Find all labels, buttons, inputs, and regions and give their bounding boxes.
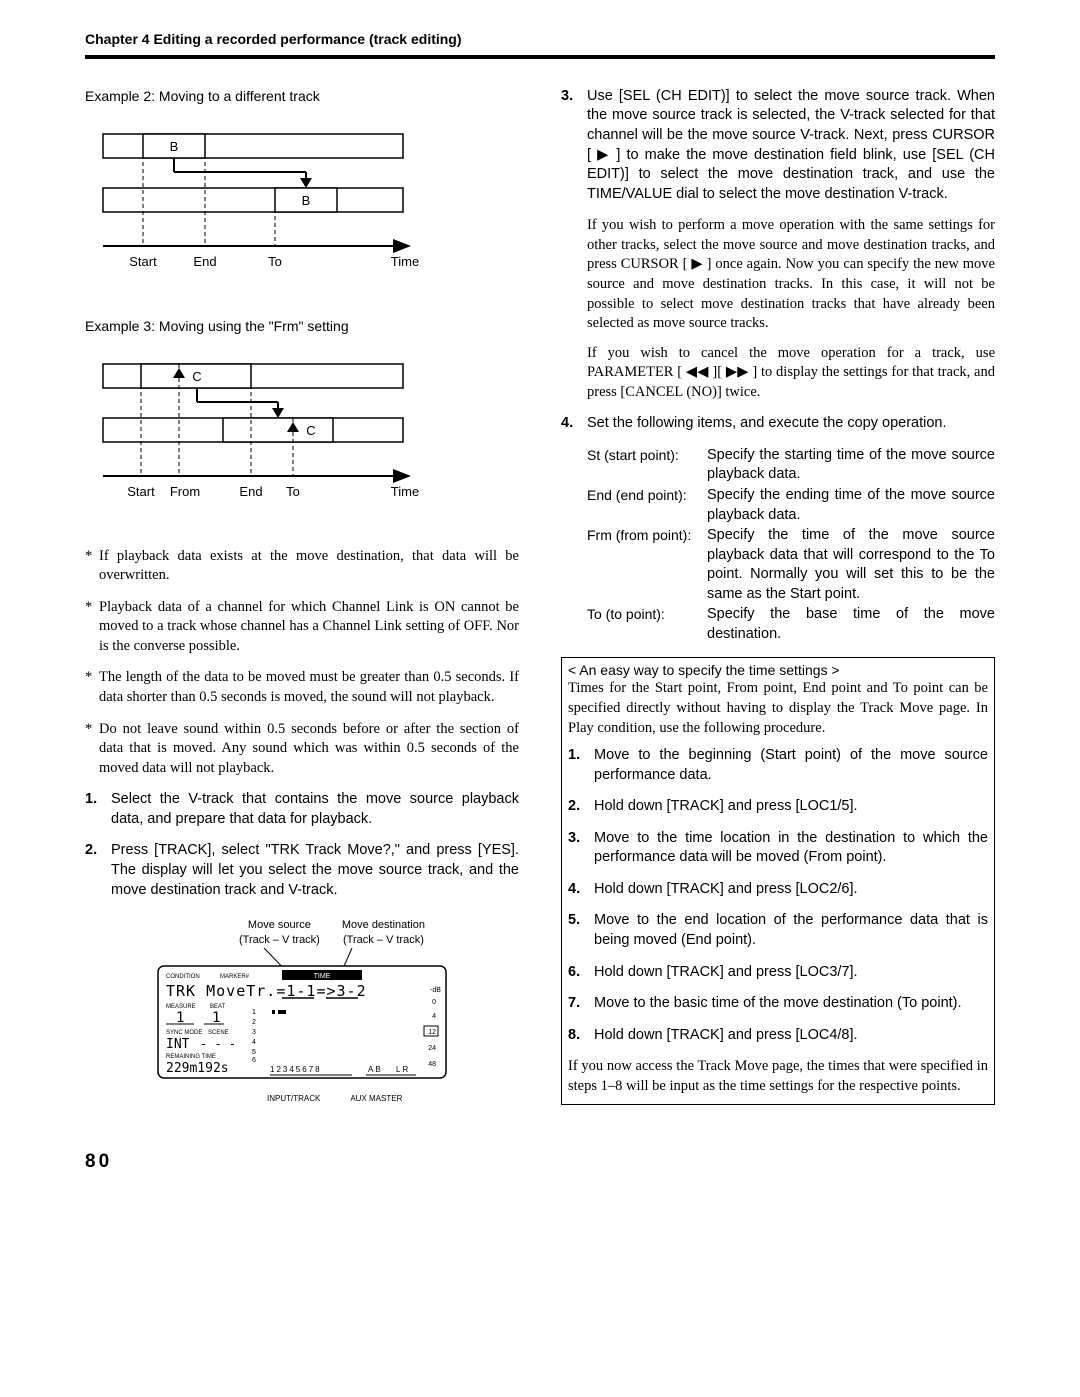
axis-end-3: End [239, 484, 262, 499]
axis-from-3: From [170, 484, 200, 499]
step3-para-b: If you wish to perform a move operation … [587, 216, 995, 333]
svg-text:5: 5 [252, 1049, 256, 1056]
axis-end: End [193, 254, 216, 269]
step-text: Press [TRACK], select "TRK Track Move?,"… [111, 841, 519, 900]
def-val: Specify the base time of the move destin… [707, 605, 995, 644]
two-column-layout: Example 2: Moving to a different track B… [85, 87, 995, 1106]
box-steps: 1.Move to the beginning (Start point) of… [568, 746, 988, 1045]
note-item: Do not leave sound within 0.5 seconds be… [99, 720, 519, 779]
example2-diagram: B B Start End To [85, 116, 519, 291]
svg-text:3: 3 [252, 1029, 256, 1036]
axis-to: To [268, 254, 282, 269]
note-item: Playback data of a channel for which Cha… [99, 598, 519, 657]
lcd-nums: 12345678 [270, 1065, 322, 1074]
lcd-track-v2: (Track – V track) [342, 933, 425, 948]
lcd-sync: SYNC MODE [166, 1030, 202, 1036]
svg-text:1: 1 [252, 1009, 256, 1016]
axis-to-3: To [286, 484, 300, 499]
lcd-diagram: Move source (Track – V track) Move desti… [85, 918, 519, 1105]
box-title: < An easy way to specify the time settin… [568, 661, 988, 680]
svg-text:4: 4 [252, 1039, 256, 1046]
def-label: To (to point): [587, 605, 707, 644]
example3-diagram: C C Start From End To Time [85, 346, 519, 521]
box-step: Hold down [TRACK] and press [LOC4/8]. [594, 1026, 988, 1046]
lcd-int: INT [166, 1037, 190, 1052]
block-label-c: C [192, 369, 201, 384]
lcd-scene: SCENE [208, 1030, 229, 1036]
lcd-remaining-val: 229m192s [166, 1061, 229, 1076]
lcd-aux-master: AUX MASTER [350, 1094, 402, 1105]
lcd-remaining: REMAINING TIME [166, 1054, 216, 1060]
lcd-dashes: - - - [200, 1037, 236, 1051]
page-number: 80 [85, 1149, 995, 1175]
lcd-time: TIME [314, 973, 331, 980]
lcd-lr: LR [396, 1065, 410, 1074]
axis-start: Start [129, 254, 157, 269]
def-label: End (end point): [587, 486, 707, 525]
lcd-track-v: (Track – V track) [239, 933, 320, 948]
lcd-scale-4: 48 [428, 1061, 436, 1068]
def-val: Specify the time of the move source play… [707, 526, 995, 604]
lcd-input-track: INPUT/TRACK [267, 1094, 320, 1105]
def-label: St (start point): [587, 446, 707, 485]
box-step: Hold down [TRACK] and press [LOC2/6]. [594, 880, 988, 900]
def-val: Specify the ending time of the move sour… [707, 486, 995, 525]
step3-para-c: If you wish to cancel the move operation… [587, 344, 995, 403]
lcd-scale-1: 4 [432, 1013, 436, 1020]
lcd-dst-label: Move destination [342, 918, 425, 933]
right-column: 3. Use [SEL (CH EDIT)] to select the mov… [561, 87, 995, 1106]
left-column: Example 2: Moving to a different track B… [85, 87, 519, 1106]
lcd-scale-0: 0 [432, 999, 436, 1006]
step4-intro: Set the following items, and execute the… [587, 414, 995, 434]
notes-list: *If playback data exists at the move des… [85, 547, 519, 779]
left-steps: 1.Select the V-track that contains the m… [85, 790, 519, 900]
box-outro: If you now access the Track Move page, t… [568, 1057, 988, 1096]
note-item: If playback data exists at the move dest… [99, 547, 519, 586]
right-steps-top: 3. Use [SEL (CH EDIT)] to select the mov… [561, 87, 995, 434]
box-step: Move to the basic time of the move desti… [594, 994, 988, 1014]
box-step: Move to the time location in the destina… [594, 829, 988, 868]
axis-time: Time [391, 254, 419, 269]
box-step: Move to the end location of the performa… [594, 911, 988, 950]
lcd-ab: AB [368, 1065, 383, 1074]
block-label-c2: C [306, 423, 315, 438]
block-label-b2: B [302, 193, 311, 208]
step-text: Select the V-track that contains the mov… [111, 790, 519, 829]
note-item: The length of the data to be moved must … [99, 668, 519, 707]
lcd-src-label: Move source [239, 918, 320, 933]
lcd-db: -dB [430, 987, 441, 994]
lcd-marker: MARKER# [220, 974, 250, 980]
box-intro: Times for the Start point, From point, E… [568, 679, 988, 738]
svg-text:6: 6 [252, 1057, 256, 1064]
def-val: Specify the starting time of the move so… [707, 446, 995, 485]
box-step: Move to the beginning (Start point) of t… [594, 746, 988, 785]
svg-text:2: 2 [252, 1019, 256, 1026]
box-step: Hold down [TRACK] and press [LOC1/5]. [594, 797, 988, 817]
axis-start-3: Start [127, 484, 155, 499]
lcd-scale-3: 24 [428, 1045, 436, 1052]
lcd-scale-2: 12 [428, 1029, 436, 1036]
easy-way-box: < An easy way to specify the time settin… [561, 657, 995, 1106]
axis-time-3: Time [391, 484, 419, 499]
definitions-table: St (start point):Specify the starting ti… [587, 446, 995, 645]
chapter-header: Chapter 4 Editing a recorded performance… [85, 30, 995, 59]
def-label: Frm (from point): [587, 526, 707, 604]
example3-title: Example 3: Moving using the "Frm" settin… [85, 317, 519, 336]
block-label-b: B [170, 139, 179, 154]
lcd-condition: CONDITION [166, 974, 200, 980]
example2-title: Example 2: Moving to a different track [85, 87, 519, 106]
step3-para-a: Use [SEL (CH EDIT)] to select the move s… [587, 87, 995, 204]
box-step: Hold down [TRACK] and press [LOC3/7]. [594, 963, 988, 983]
